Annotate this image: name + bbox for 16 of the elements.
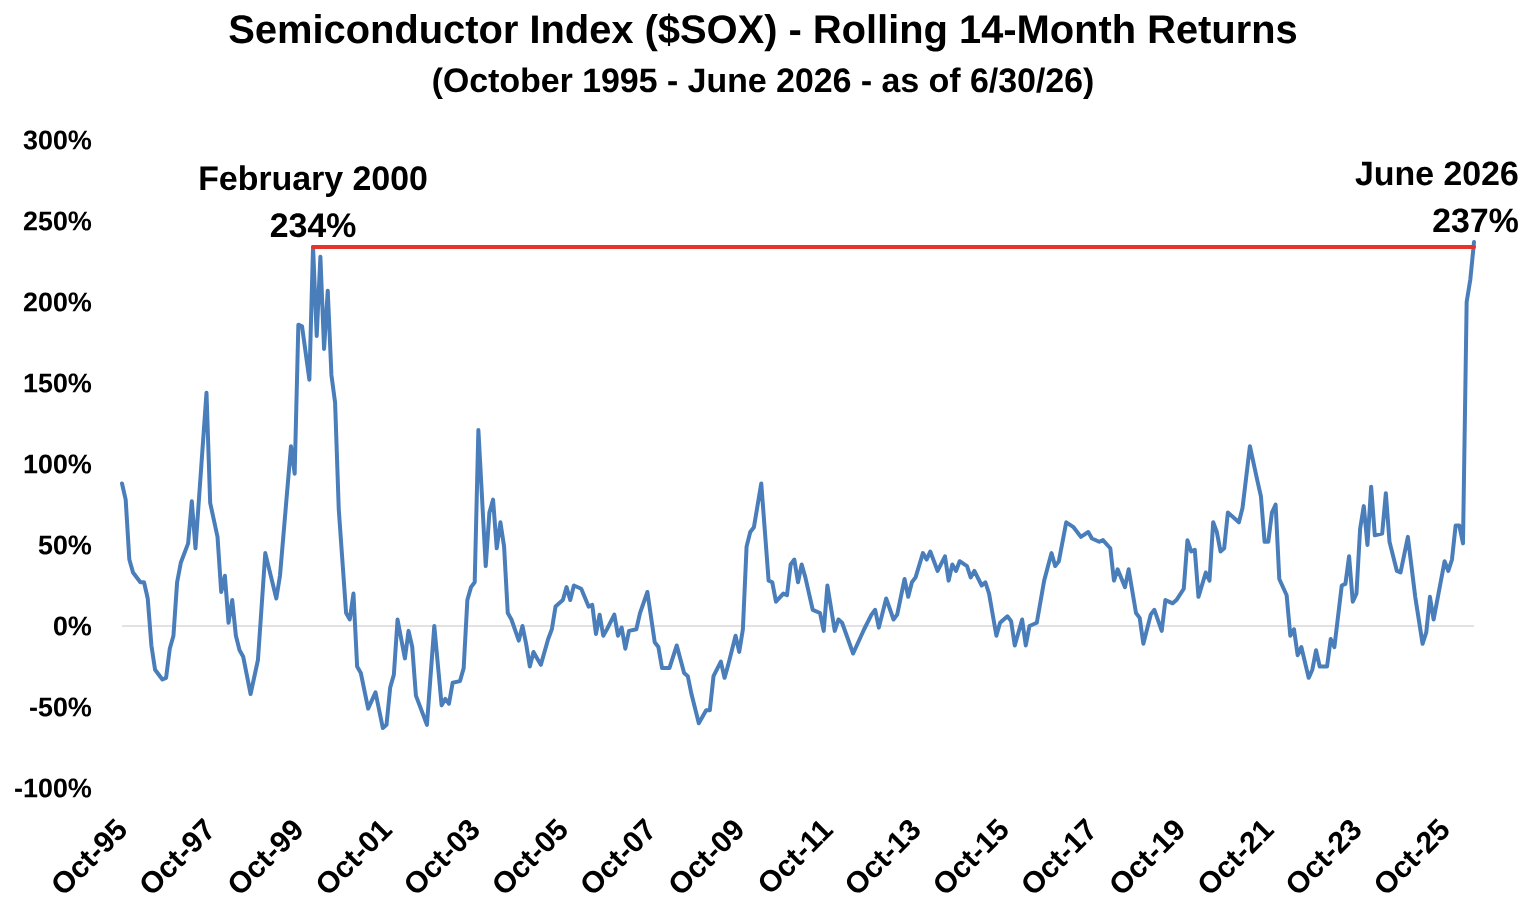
y-tick-label: 200% [23,292,92,312]
y-tick-label: -100% [15,778,92,798]
chart-subtitle: (October 1995 - June 2026 - as of 6/30/26) [433,67,1093,100]
y-tick-label: 300% [23,130,92,150]
annotation: 234% [270,213,356,238]
annotation: June 2026 [1355,161,1518,186]
annotation: 237% [1433,208,1518,233]
line-series [120,240,1477,731]
annotation: February 2000 [200,165,427,197]
chart-title: Semiconductor Index ($SOX) - Rolling 14-Month Returns [229,13,1297,52]
y-tick-label: -50% [30,697,92,717]
y-tick-label: 50% [38,535,92,555]
y-tick-label: 0% [53,616,92,636]
y-tick-label: 100% [24,454,92,474]
y-tick-label: 250% [23,211,92,231]
y-tick-label: 150% [24,373,92,393]
